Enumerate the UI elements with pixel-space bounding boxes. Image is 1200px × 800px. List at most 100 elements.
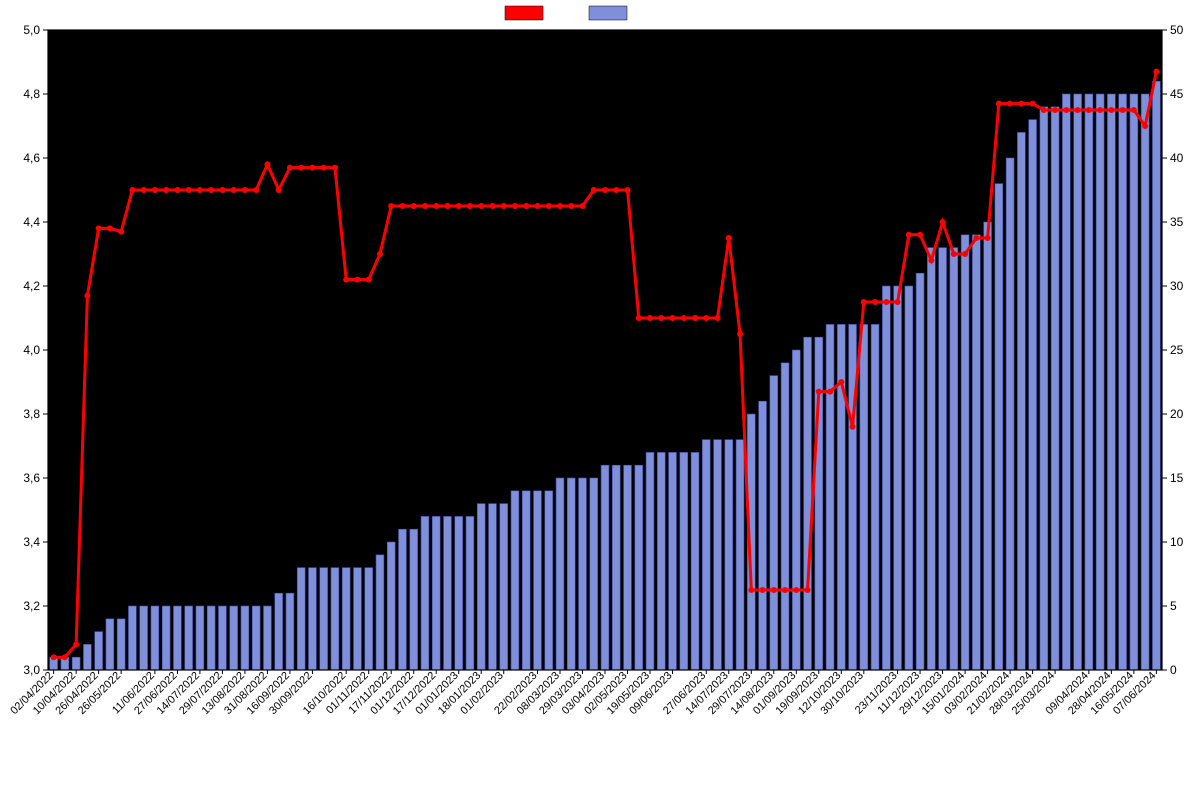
right-axis-tick-label: 20 xyxy=(1170,407,1184,421)
bar xyxy=(1051,107,1059,670)
left-axis-tick-label: 3,6 xyxy=(23,471,40,485)
line-marker xyxy=(163,187,169,193)
line-marker xyxy=(760,587,766,593)
line-marker xyxy=(1041,107,1047,113)
line-marker xyxy=(51,654,57,660)
line-marker xyxy=(1063,107,1069,113)
line-marker xyxy=(399,203,405,209)
line-marker xyxy=(1097,107,1103,113)
bar xyxy=(804,337,812,670)
bar xyxy=(72,657,80,670)
left-axis-tick-label: 5,0 xyxy=(23,23,40,37)
bar xyxy=(354,568,362,670)
line-marker xyxy=(917,232,923,238)
bar xyxy=(781,363,789,670)
line-marker xyxy=(681,315,687,321)
bar xyxy=(286,593,294,670)
bar xyxy=(792,350,800,670)
bar xyxy=(657,452,665,670)
line-marker xyxy=(1007,101,1013,107)
bar xyxy=(556,478,564,670)
line-marker xyxy=(748,587,754,593)
bar xyxy=(1130,94,1138,670)
bar xyxy=(984,222,992,670)
bar xyxy=(1006,158,1014,670)
line-marker xyxy=(62,654,68,660)
bar xyxy=(331,568,339,670)
line-marker xyxy=(332,165,338,171)
line-marker xyxy=(613,187,619,193)
right-axis-tick-label: 0 xyxy=(1170,663,1177,677)
bar xyxy=(196,606,204,670)
line-marker xyxy=(467,203,473,209)
line-marker xyxy=(1075,107,1081,113)
line-marker xyxy=(219,187,225,193)
right-axis-tick-label: 40 xyxy=(1170,151,1184,165)
line-marker xyxy=(703,315,709,321)
line-marker xyxy=(895,299,901,305)
bar xyxy=(522,491,530,670)
bar xyxy=(477,504,485,670)
line-marker xyxy=(377,251,383,257)
right-axis-tick-label: 50 xyxy=(1170,23,1184,37)
bar xyxy=(590,478,598,670)
bar xyxy=(826,324,834,670)
bar xyxy=(860,324,868,670)
line-marker xyxy=(1108,107,1114,113)
line-marker xyxy=(782,587,788,593)
bar xyxy=(365,568,373,670)
bar xyxy=(1040,107,1048,670)
line-marker xyxy=(422,203,428,209)
left-axis-tick-label: 4,6 xyxy=(23,151,40,165)
bar xyxy=(1141,94,1149,670)
line-marker xyxy=(208,187,214,193)
line-marker xyxy=(940,219,946,225)
bar xyxy=(770,376,778,670)
bar xyxy=(263,606,271,670)
bar xyxy=(567,478,575,670)
bar xyxy=(1017,132,1025,670)
line-marker xyxy=(962,251,968,257)
bar xyxy=(612,465,620,670)
line-marker xyxy=(973,235,979,241)
line-marker xyxy=(107,225,113,231)
line-marker xyxy=(118,229,124,235)
bar xyxy=(950,248,958,670)
bar xyxy=(140,606,148,670)
bar xyxy=(894,286,902,670)
bar xyxy=(297,568,305,670)
bar xyxy=(117,619,125,670)
bar xyxy=(466,516,474,670)
line-marker xyxy=(579,203,585,209)
line-marker xyxy=(658,315,664,321)
bar xyxy=(500,504,508,670)
line-marker xyxy=(557,203,563,209)
bar xyxy=(534,491,542,670)
bar xyxy=(151,606,159,670)
line-marker xyxy=(276,187,282,193)
line-marker xyxy=(354,277,360,283)
line-marker xyxy=(456,203,462,209)
line-marker xyxy=(298,165,304,171)
line-marker xyxy=(512,203,518,209)
line-marker xyxy=(1018,101,1024,107)
bar xyxy=(837,324,845,670)
bar xyxy=(399,529,407,670)
left-axis-tick-label: 3,0 xyxy=(23,663,40,677)
bar xyxy=(1074,94,1082,670)
line-marker xyxy=(568,203,574,209)
line-marker xyxy=(850,424,856,430)
line-marker xyxy=(287,165,293,171)
bar xyxy=(207,606,215,670)
bar xyxy=(1152,81,1160,670)
line-marker xyxy=(174,187,180,193)
bar xyxy=(320,568,328,670)
bar xyxy=(95,632,103,670)
line-marker xyxy=(591,187,597,193)
bar xyxy=(128,606,136,670)
line-marker xyxy=(84,293,90,299)
legend-swatch xyxy=(589,6,627,20)
line-marker xyxy=(309,165,315,171)
line-marker xyxy=(906,232,912,238)
line-marker xyxy=(1142,123,1148,129)
